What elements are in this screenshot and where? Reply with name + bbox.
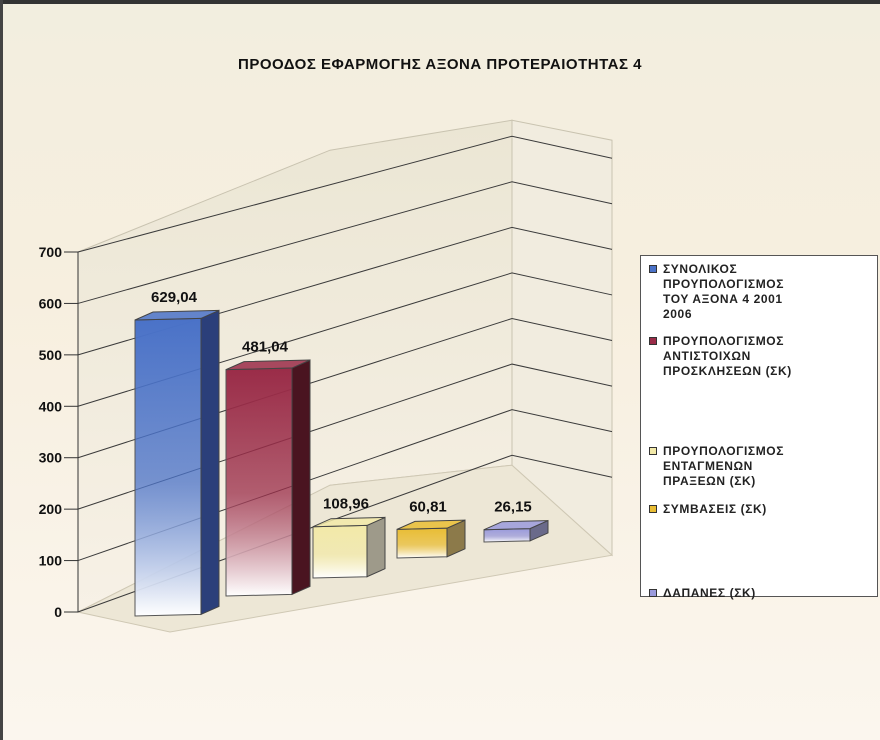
chart-legend: ΣΥΝΟΛΙΚΟΣ ΠΡΟΥΠΟΛΟΓΙΣΜΟΣ ΤΟΥ ΑΞΟΝΑ 4 2001 2… xyxy=(640,255,878,600)
bar-top xyxy=(225,359,311,371)
bar-value-label: 60,81 xyxy=(409,498,447,515)
legend-entry: ΔΑΠΑΝΕΣ (ΣΚ) xyxy=(649,586,873,601)
y-tick-label: 100 xyxy=(39,553,63,569)
legend-entry: ΣΥΝΟΛΙΚΟΣ ΠΡΟΥΠΟΛΟΓΙΣΜΟΣ ΤΟΥ ΑΞΟΝΑ 4 2001 2… xyxy=(649,262,873,322)
legend-label-line: ΠΡΟΣΚΛΗΣΕΩΝ (ΣΚ) xyxy=(663,364,792,378)
gridline xyxy=(77,181,613,304)
legend-label-line: ΠΡΟΥΠΟΛΟΓΙΣΜΟΣ xyxy=(663,444,785,458)
legend-label-line: ΑΝΤΙΣΤΟΙΧΩΝ xyxy=(663,349,751,363)
bar-value-label: 26,15 xyxy=(494,499,532,516)
bar-side xyxy=(366,516,386,578)
legend-swatch xyxy=(649,265,657,273)
bar xyxy=(396,527,448,559)
bar xyxy=(225,367,293,597)
legend-label-line: ΕΝΤΑΓΜΕΝΩΝ xyxy=(663,459,753,473)
bar-top xyxy=(483,520,549,531)
bar xyxy=(312,524,368,579)
gridline xyxy=(77,409,613,562)
bar-side xyxy=(200,309,220,616)
legend-label-line: ΤΟΥ ΑΞΟΝΑ 4 2001 xyxy=(663,292,783,306)
bar-top xyxy=(134,309,220,321)
legend-entry: ΣΥΜΒΑΣΕΙΣ (ΣΚ) xyxy=(649,502,873,517)
legend-label-line: ΣΥΜΒΑΣΕΙΣ (ΣΚ) xyxy=(663,502,767,516)
bar xyxy=(483,528,531,543)
chart-title: ΠΡΟΟΔΟΣ ΕΦΑΡΜΟΓΗΣ ΑΞΟΝΑ ΠΡΟΤΕΡΑΙΟΤΗΤΑΣ 4 xyxy=(238,56,642,73)
y-tick-label: 300 xyxy=(39,450,63,466)
gridline xyxy=(77,272,613,407)
y-tick-label: 600 xyxy=(39,295,63,311)
legend-label-line: ΠΡΟΥΠΟΛΟΓΙΣΜΟΣ xyxy=(663,277,785,291)
gridline xyxy=(77,226,613,356)
gridline xyxy=(77,135,613,253)
y-tick-label: 200 xyxy=(39,501,63,517)
top-border xyxy=(0,0,880,4)
legend-label-line: ΠΡΑΞΕΩΝ (ΣΚ) xyxy=(663,474,756,488)
y-tick-label: 500 xyxy=(39,347,63,363)
bar-value-label: 108,96 xyxy=(323,496,369,513)
legend-entry: ΠΡΟΥΠΟΛΟΓΙΣΜΟΣ ΕΝΤΑΓΜΕΝΩΝ ΠΡΑΞΕΩΝ (ΣΚ) xyxy=(649,444,873,489)
legend-label-line: 2006 xyxy=(663,307,693,321)
legend-label-line: ΣΥΝΟΛΙΚΟΣ xyxy=(663,262,738,276)
bar xyxy=(134,317,202,617)
y-tick-label: 400 xyxy=(39,398,63,414)
legend-swatch xyxy=(649,447,657,455)
bar-value-label: 629,04 xyxy=(151,289,198,306)
legend-label-line: ΔΑΠΑΝΕΣ (ΣΚ) xyxy=(663,586,756,600)
legend-label-line: ΠΡΟΥΠΟΛΟΓΙΣΜΟΣ xyxy=(663,334,785,348)
bar-top xyxy=(396,519,466,530)
legend-entry: ΠΡΟΥΠΟΛΟΓΙΣΜΟΣ ΑΝΤΙΣΤΟΙΧΩΝ ΠΡΟΣΚΛΗΣΕΩΝ (ΣΚ… xyxy=(649,334,873,379)
gridline xyxy=(77,317,613,459)
y-tick-label: 0 xyxy=(54,604,62,620)
bar-top xyxy=(312,516,386,528)
legend-swatch xyxy=(649,505,657,513)
left-border xyxy=(0,0,3,740)
gridline xyxy=(77,454,613,613)
gridline xyxy=(77,363,613,510)
y-tick-label: 700 xyxy=(39,244,63,260)
legend-swatch xyxy=(649,589,657,597)
legend-swatch xyxy=(649,337,657,345)
bar-side xyxy=(291,359,311,596)
bar-value-label: 481,04 xyxy=(242,339,289,356)
